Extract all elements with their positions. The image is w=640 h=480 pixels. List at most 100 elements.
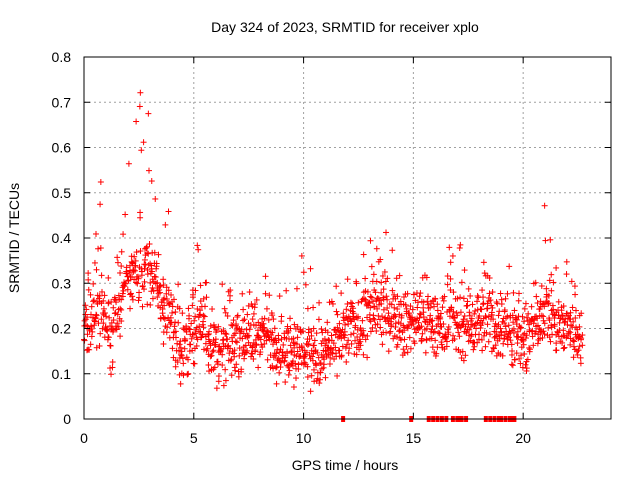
data-point bbox=[356, 346, 363, 353]
data-point bbox=[509, 348, 516, 355]
data-point bbox=[578, 310, 585, 317]
data-point bbox=[168, 291, 175, 298]
data-point bbox=[129, 293, 136, 300]
data-point bbox=[396, 272, 403, 279]
y-tick-label: 0.2 bbox=[52, 321, 72, 337]
data-point bbox=[161, 295, 168, 302]
data-point bbox=[114, 254, 121, 261]
data-point bbox=[276, 369, 283, 376]
data-point bbox=[227, 357, 234, 364]
data-point bbox=[298, 252, 305, 259]
data-point bbox=[85, 276, 92, 283]
data-point bbox=[559, 339, 566, 346]
data-point bbox=[548, 287, 555, 294]
data-point bbox=[510, 326, 517, 333]
data-point bbox=[300, 269, 307, 276]
data-point bbox=[222, 330, 229, 337]
data-point bbox=[189, 302, 196, 309]
data-point bbox=[527, 346, 534, 353]
data-point bbox=[507, 337, 514, 344]
data-point bbox=[516, 355, 523, 362]
data-point bbox=[534, 340, 541, 347]
data-point bbox=[545, 324, 552, 331]
data-point bbox=[199, 331, 206, 338]
data-point bbox=[336, 347, 343, 354]
data-point bbox=[411, 340, 418, 347]
y-tick-label: 0.8 bbox=[52, 49, 72, 65]
data-point bbox=[522, 300, 529, 307]
data-point bbox=[508, 361, 515, 368]
data-point bbox=[404, 290, 411, 297]
data-point bbox=[513, 350, 520, 357]
data-point bbox=[324, 319, 331, 326]
data-point bbox=[530, 342, 537, 349]
data-point bbox=[541, 303, 548, 310]
data-point bbox=[163, 284, 170, 291]
data-point bbox=[364, 354, 371, 361]
data-point bbox=[512, 316, 519, 323]
data-point bbox=[172, 319, 179, 326]
data-point bbox=[455, 329, 462, 336]
data-point bbox=[362, 275, 369, 282]
data-point bbox=[162, 221, 169, 228]
data-point bbox=[460, 316, 467, 323]
data-point bbox=[437, 310, 444, 317]
data-point bbox=[524, 356, 531, 363]
data-point bbox=[500, 340, 507, 347]
data-point bbox=[464, 298, 471, 305]
data-point bbox=[304, 341, 311, 348]
data-point bbox=[480, 301, 487, 308]
data-point bbox=[160, 340, 167, 347]
data-point bbox=[521, 350, 528, 357]
data-point bbox=[333, 308, 340, 315]
data-point bbox=[291, 321, 298, 328]
data-point bbox=[118, 318, 125, 325]
data-point bbox=[273, 350, 280, 357]
data-point bbox=[197, 311, 204, 318]
data-point bbox=[161, 302, 168, 309]
data-point bbox=[561, 319, 568, 326]
data-point bbox=[501, 320, 508, 327]
data-point bbox=[246, 289, 253, 296]
data-point bbox=[387, 328, 394, 335]
data-point bbox=[317, 360, 324, 367]
data-point bbox=[433, 350, 440, 357]
data-point bbox=[485, 338, 492, 345]
data-point bbox=[203, 294, 210, 301]
data-point bbox=[551, 323, 558, 330]
data-point bbox=[391, 291, 398, 298]
data-point bbox=[222, 366, 229, 373]
data-point bbox=[222, 309, 229, 316]
data-point bbox=[109, 364, 116, 371]
data-point bbox=[476, 331, 483, 338]
data-point bbox=[548, 324, 555, 331]
data-point bbox=[449, 252, 456, 259]
data-point bbox=[278, 313, 285, 320]
data-point bbox=[286, 367, 293, 374]
data-point bbox=[204, 345, 211, 352]
data-point bbox=[151, 249, 158, 256]
data-point bbox=[537, 298, 544, 305]
data-point bbox=[81, 337, 88, 344]
data-point bbox=[200, 324, 207, 331]
y-tick-label: 0.3 bbox=[52, 275, 72, 291]
data-point bbox=[226, 297, 233, 304]
data-point bbox=[392, 313, 399, 320]
data-point bbox=[205, 362, 212, 369]
data-point bbox=[450, 308, 457, 315]
data-point bbox=[366, 300, 373, 307]
data-point bbox=[348, 340, 355, 347]
data-point bbox=[149, 268, 156, 275]
data-point bbox=[261, 324, 268, 331]
data-point bbox=[498, 332, 505, 339]
data-point bbox=[369, 324, 376, 331]
data-point bbox=[577, 354, 584, 361]
data-point bbox=[243, 349, 250, 356]
data-point bbox=[394, 341, 401, 348]
data-point bbox=[272, 364, 279, 371]
data-point bbox=[450, 289, 457, 296]
data-point bbox=[360, 295, 367, 302]
data-point bbox=[450, 332, 457, 339]
data-point bbox=[310, 325, 317, 332]
data-point bbox=[249, 343, 256, 350]
